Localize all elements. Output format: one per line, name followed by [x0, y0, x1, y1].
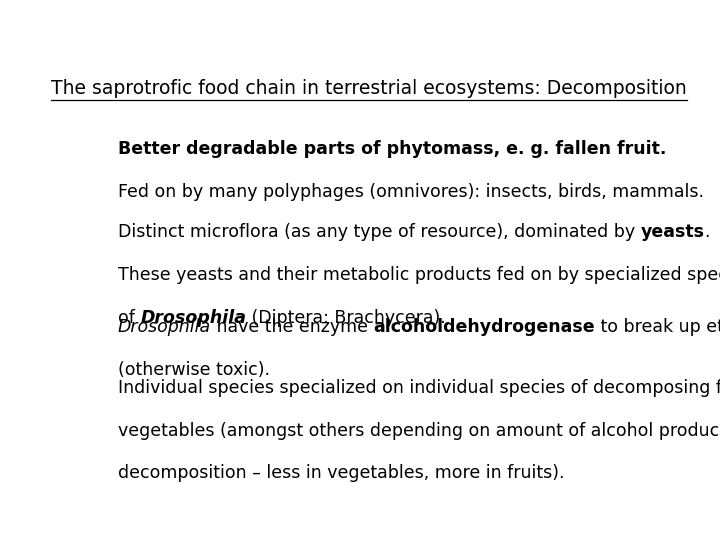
- Text: Drosophila: Drosophila: [118, 319, 211, 336]
- Text: (otherwise toxic).: (otherwise toxic).: [118, 361, 270, 379]
- Text: The saprotrofic food chain in terrestrial ecosystems: Decomposition: The saprotrofic food chain in terrestria…: [51, 79, 687, 98]
- Text: have the enzyme: have the enzyme: [211, 319, 374, 336]
- Text: Distinct microflora (as any type of resource), dominated by: Distinct microflora (as any type of reso…: [118, 223, 641, 241]
- Text: Fed on by many polyphages (omnivores): insects, birds, mammals.: Fed on by many polyphages (omnivores): i…: [118, 183, 704, 201]
- Text: alcoholdehydrogenase: alcoholdehydrogenase: [374, 319, 595, 336]
- Text: to break up ethanol: to break up ethanol: [595, 319, 720, 336]
- Text: (Diptera: Brachycera).: (Diptera: Brachycera).: [246, 309, 446, 327]
- Text: decomposition – less in vegetables, more in fruits).: decomposition – less in vegetables, more…: [118, 464, 564, 482]
- Text: Individual species specialized on individual species of decomposing fruit or: Individual species specialized on indivi…: [118, 379, 720, 397]
- Text: of: of: [118, 309, 140, 327]
- Text: Drosophila: Drosophila: [140, 309, 246, 327]
- Text: Better degradable parts of phytomass, e. g. fallen fruit.: Better degradable parts of phytomass, e.…: [118, 140, 666, 158]
- Text: vegetables (amongst others depending on amount of alcohol produced during: vegetables (amongst others depending on …: [118, 422, 720, 440]
- Text: yeasts: yeasts: [641, 223, 705, 241]
- Text: These yeasts and their metabolic products fed on by specialized species: These yeasts and their metabolic product…: [118, 266, 720, 285]
- Text: .: .: [705, 223, 710, 241]
